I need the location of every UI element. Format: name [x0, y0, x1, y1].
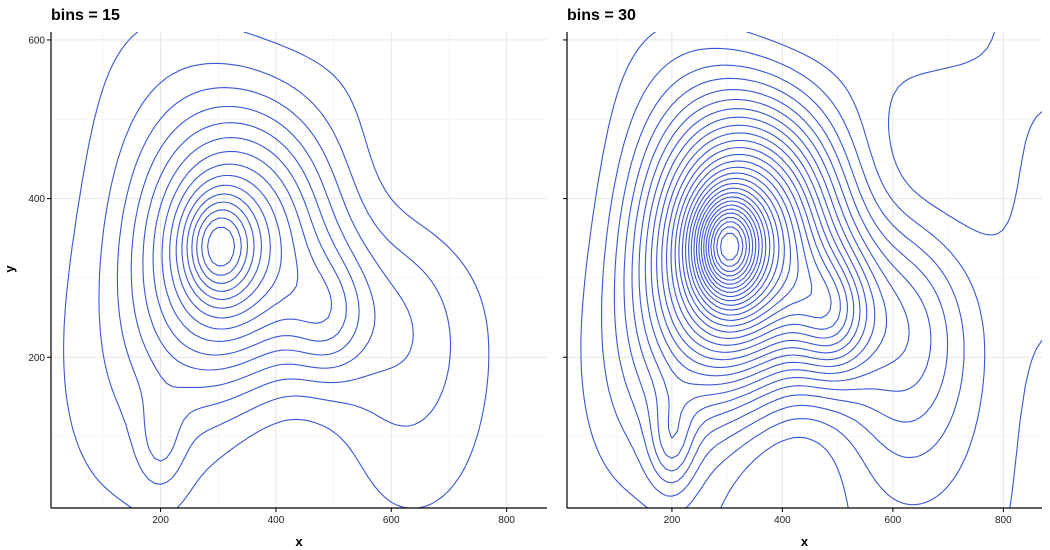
- y-tick-label: 600: [28, 35, 45, 46]
- contour-line: [720, 32, 1042, 508]
- contour-line: [678, 160, 813, 333]
- contour-line: [169, 163, 299, 330]
- contour-line: [142, 122, 360, 371]
- panel-title: bins = 15: [51, 7, 120, 24]
- x-tick-label: 800: [995, 515, 1012, 526]
- contour-line: [580, 32, 986, 508]
- contour-line: [716, 226, 744, 267]
- contour-line: [98, 62, 452, 485]
- x-tick-label: 400: [268, 515, 285, 526]
- contour-line: [181, 184, 271, 309]
- contour-line: [688, 177, 785, 316]
- x-tick-label: 200: [664, 515, 681, 526]
- contour-line: [700, 200, 763, 293]
- contour-line: [63, 32, 490, 508]
- contour-line: [705, 208, 757, 285]
- contour-line: [661, 132, 855, 361]
- x-tick-label: 800: [498, 515, 515, 526]
- x-tick-label: 400: [774, 515, 791, 526]
- contour-line: [703, 204, 760, 289]
- contour-line: [186, 193, 263, 300]
- contour-line: [191, 201, 255, 292]
- y-tick-label: 400: [28, 194, 45, 205]
- contour-line: [707, 212, 754, 281]
- contour-line: [196, 209, 249, 284]
- contour-line: [201, 217, 242, 276]
- panel-bins-15: bins = 15 200 400 600 800 200 400 600 x: [28, 7, 547, 549]
- contour-line: [720, 232, 740, 261]
- contour-line: [666, 139, 849, 353]
- contour-line: [644, 108, 876, 386]
- contour-line: [207, 226, 236, 267]
- contour-line: [623, 77, 932, 472]
- contour-layer: [63, 32, 490, 508]
- x-tick-label: 600: [383, 515, 400, 526]
- x-tick-label: 600: [885, 515, 902, 526]
- contour-line: [674, 153, 832, 340]
- contour-line: [130, 105, 376, 388]
- contour-line: [116, 87, 414, 462]
- contour-line: [690, 182, 780, 311]
- contour-line: [695, 192, 771, 302]
- contour-line: [152, 137, 347, 356]
- x-axis-title: x: [295, 534, 303, 549]
- contour-line: [698, 196, 767, 298]
- contour-line: [685, 172, 792, 321]
- x-tick-label: 200: [152, 515, 169, 526]
- x-axis-title: x: [801, 534, 809, 549]
- contour-line: [710, 216, 751, 277]
- contour-layer: [580, 32, 1042, 508]
- y-tick-label: 200: [28, 353, 45, 364]
- panel-title: bins = 30: [567, 7, 636, 24]
- contour-line: [161, 150, 333, 342]
- contour-line: [681, 166, 799, 327]
- y-axis-title: y: [2, 265, 17, 273]
- contour-line: [650, 116, 868, 377]
- contour-line: [601, 47, 965, 497]
- contour-line: [656, 124, 861, 368]
- contour-line: [693, 187, 775, 306]
- contour-line: [613, 64, 949, 484]
- panel-bins-30: bins = 30 200 400 600 800 x: [563, 7, 1042, 549]
- contour-line: [670, 146, 841, 346]
- contour-line: [631, 89, 910, 459]
- contour-line: [713, 221, 747, 272]
- contour-line: [638, 98, 888, 439]
- contour-line: [175, 174, 282, 319]
